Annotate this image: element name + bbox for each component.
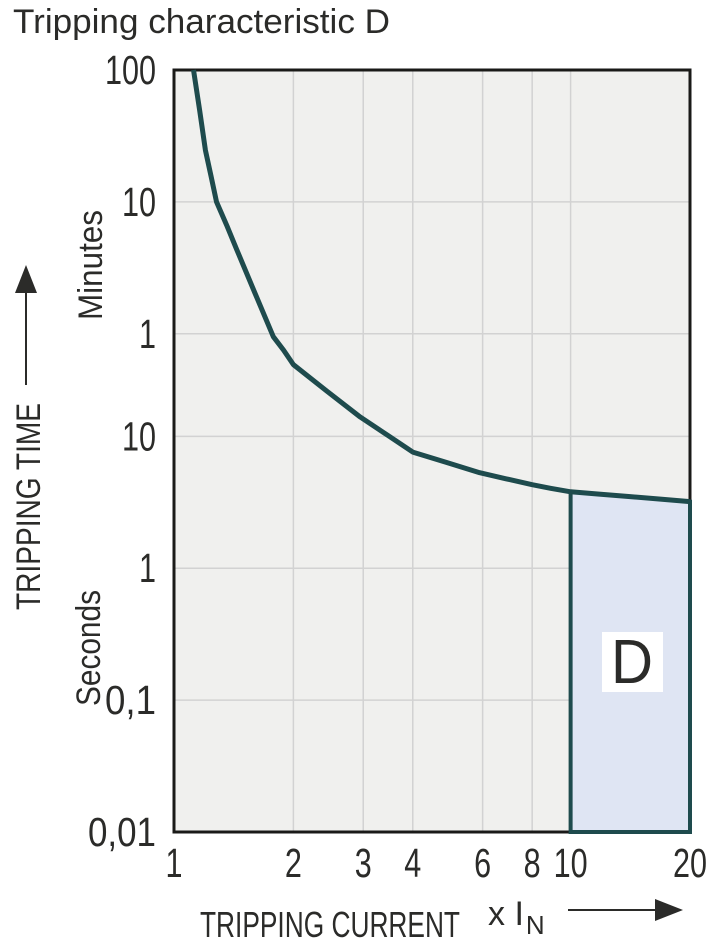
y-axis-arrow-icon <box>15 265 37 385</box>
x-tick-label: 4 <box>404 840 421 886</box>
y-unit-seconds-label: Seconds <box>70 590 108 706</box>
x-unit-prefix: x I <box>488 895 524 933</box>
x-tick-label: 20 <box>673 840 707 886</box>
d-region-label-text: D <box>611 628 653 697</box>
y-tick-label: 10 <box>122 413 156 459</box>
y-tick-label: 0,1 <box>105 677 156 723</box>
x-axis-arrow-icon <box>568 899 683 921</box>
y-tick-label: 1 <box>139 545 156 591</box>
x-tick-label: 6 <box>474 840 491 886</box>
tripping-curve <box>191 69 691 505</box>
y-tick-label: 100 <box>105 47 156 93</box>
y-unit-minutes-label: Minutes <box>72 210 110 320</box>
x-axis-title: TRIPPING CURRENT <box>200 904 460 943</box>
y-tick-label: 0,01 <box>88 809 156 855</box>
x-tick-label: 10 <box>554 840 588 886</box>
page-title: Tripping characteristic D <box>13 3 390 41</box>
x-tick-label: 3 <box>355 840 372 886</box>
chart-canvas <box>172 68 692 834</box>
plot-border <box>172 68 692 834</box>
x-unit-subscript: N <box>526 910 545 940</box>
d-region-label: D <box>602 628 663 697</box>
d-region-label-box <box>602 632 663 692</box>
y-tick-label: 10 <box>122 179 156 225</box>
x-tick-label: 1 <box>166 840 183 886</box>
y-axis-title: TRIPPING TIME <box>10 403 48 610</box>
y-tick-label: 1 <box>139 311 156 357</box>
x-tick-label: 8 <box>524 840 541 886</box>
x-unit-label: x IN <box>488 895 545 940</box>
x-tick-label: 2 <box>285 840 302 886</box>
